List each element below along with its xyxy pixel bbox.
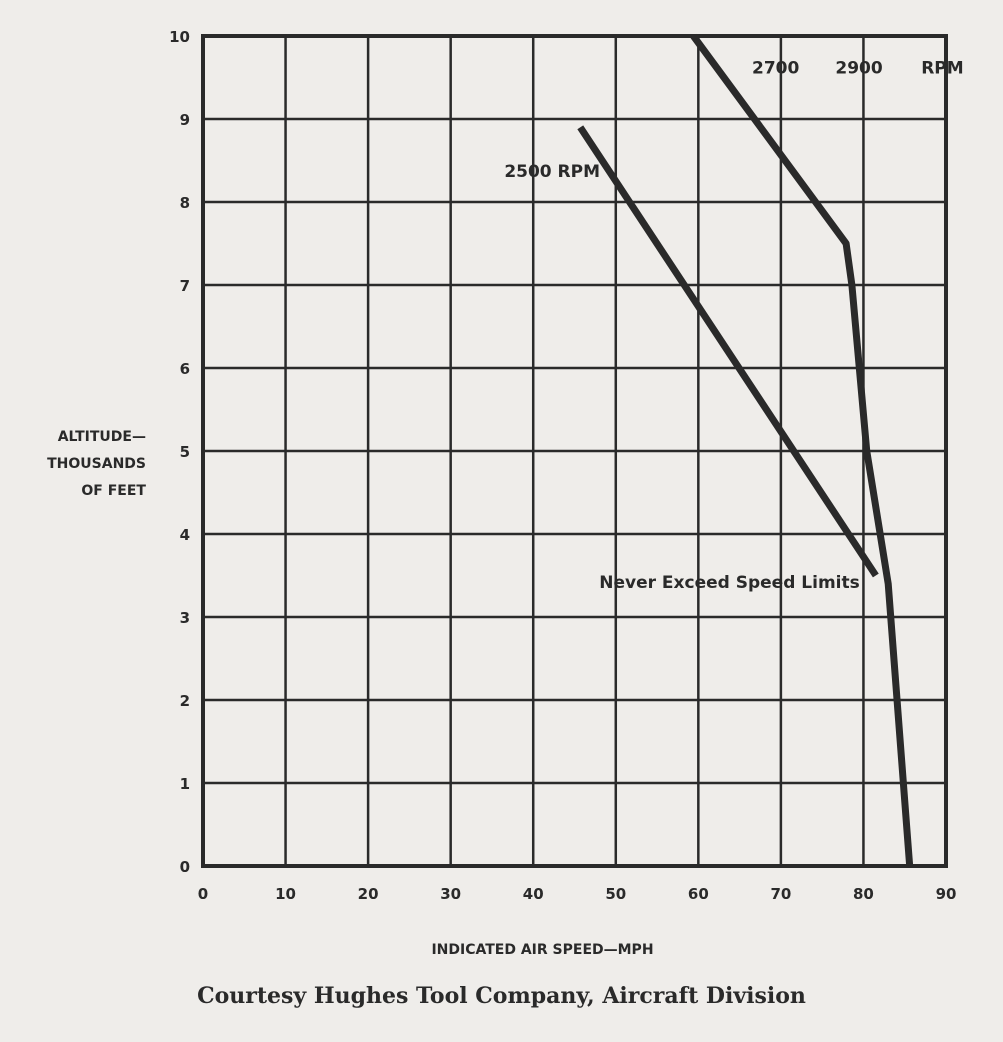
x-tick-label: 50 [605, 885, 626, 903]
y-axis-label-line: ALTITUDE— [58, 429, 146, 445]
x-tick-label: 30 [440, 885, 461, 903]
y-axis-label-line: THOUSANDS [47, 456, 146, 472]
series-line-1 [577, 125, 879, 578]
y-tick-label: 6 [180, 360, 190, 378]
y-tick-label: 2 [180, 692, 190, 710]
x-tick-label: 90 [936, 885, 957, 903]
series-lines [577, 33, 914, 867]
x-tick-label: 40 [523, 885, 544, 903]
x-tick-label: 70 [770, 885, 791, 903]
x-tick-label: 80 [853, 885, 874, 903]
annotations: 2500 RPM 2700 2900 RPM Never Exceed Speed Li… [504, 58, 963, 593]
y-tick-label: 10 [169, 28, 190, 46]
y-tick-label: 4 [180, 526, 190, 544]
series-line-2 [690, 33, 914, 867]
y-tick-label: 8 [180, 194, 190, 212]
x-axis-label: INDICATED AIR SPEED—MPH [431, 942, 653, 958]
y-tick-label: 0 [180, 858, 190, 876]
y-tick-label: 7 [180, 277, 190, 295]
annotation-label: 2700 [752, 58, 799, 78]
x-tick-label: 20 [358, 885, 379, 903]
x-tick-label: 0 [198, 885, 208, 903]
y-axis-label: ALTITUDE— THOUSANDS OF FEET [47, 429, 146, 499]
grid [201, 34, 948, 868]
plot-frame [201, 34, 948, 868]
x-tick-label: 10 [275, 885, 296, 903]
annotation-label: 2900 [835, 58, 882, 78]
annotation-label: RPM [921, 58, 963, 78]
tick-labels: 0 10 20 30 40 50 60 70 80 90 0 1 2 3 4 5 6 7 8 9 10 [169, 28, 956, 903]
y-tick-label: 3 [180, 609, 190, 627]
y-axis-label-line: OF FEET [81, 483, 146, 499]
annotation-label: 2500 RPM [504, 162, 600, 182]
x-tick-label: 60 [688, 885, 709, 903]
figure-caption: Courtesy Hughes Tool Company, Aircraft D… [197, 983, 806, 1009]
y-tick-label: 9 [180, 111, 190, 129]
y-tick-label: 1 [180, 775, 190, 793]
annotation-label: Never Exceed Speed Limits [599, 573, 859, 593]
y-tick-label: 5 [180, 443, 190, 461]
